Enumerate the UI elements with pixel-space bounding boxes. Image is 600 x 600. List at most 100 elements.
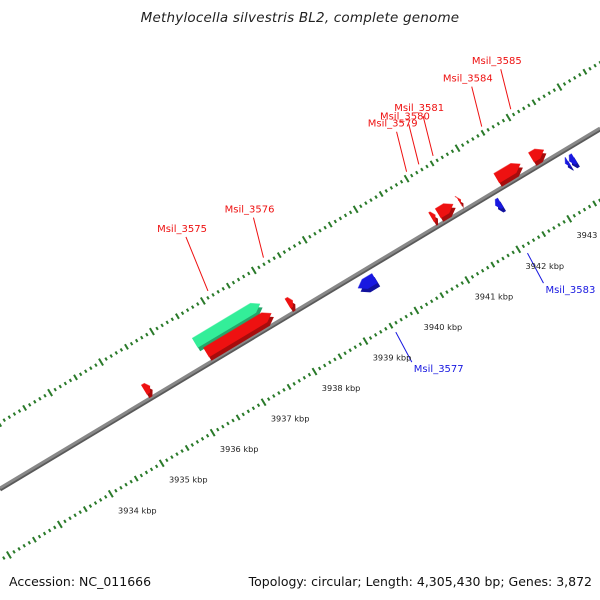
minor-tick [225, 282, 231, 289]
leader-line [500, 69, 512, 110]
minor-tick [180, 311, 185, 316]
minor-tick [63, 519, 67, 524]
gene-feature-edge [140, 382, 151, 387]
gene-label: Msil_3575 [157, 224, 207, 235]
minor-tick [241, 274, 246, 279]
minor-tick [364, 201, 368, 206]
minor-tick [593, 63, 597, 68]
gene-feature[interactable] [493, 162, 523, 187]
gene-feature[interactable] [454, 195, 465, 210]
gene-feature[interactable] [568, 153, 580, 169]
minor-tick [73, 374, 78, 381]
minor-tick [272, 394, 276, 398]
gene-feature[interactable] [357, 273, 381, 293]
gene-features[interactable] [140, 148, 580, 399]
minor-tick [129, 479, 133, 484]
minor-tick [541, 230, 547, 238]
gene-feature[interactable] [140, 382, 153, 399]
minor-tick [419, 305, 424, 310]
gene-feature-top [192, 303, 261, 348]
gene-feature[interactable] [284, 296, 296, 313]
minor-tick [251, 406, 256, 411]
minor-tick [38, 396, 42, 401]
major-tick [556, 83, 563, 91]
gene-feature[interactable] [434, 203, 456, 222]
minor-tick [424, 302, 429, 307]
major-tick [311, 367, 318, 376]
minor-tick [531, 238, 536, 243]
minor-tick [7, 415, 12, 419]
minor-tick [547, 229, 551, 233]
minor-tick [94, 363, 98, 368]
minor-tick [399, 317, 403, 322]
minor-tick [526, 241, 531, 246]
gene-feature-edge [493, 162, 521, 175]
minor-tick [358, 342, 363, 346]
minor-tick [409, 311, 413, 316]
minor-tick [206, 296, 210, 300]
minor-tick [180, 449, 184, 453]
gene-feature-edge [568, 153, 572, 162]
minor-tick [317, 366, 322, 371]
kbp-label: 3941 kbp [475, 291, 514, 301]
major-tick [403, 174, 410, 183]
minor-tick [445, 290, 449, 295]
major-tick [56, 520, 63, 529]
minor-tick [501, 256, 505, 261]
major-tick [149, 327, 155, 336]
minor-tick [516, 109, 521, 114]
minor-tick [53, 387, 57, 392]
minor-tick [470, 274, 475, 279]
minor-tick [557, 223, 561, 227]
minor-tick [327, 221, 333, 228]
minor-tick [460, 143, 465, 147]
minor-tick [12, 550, 16, 554]
minor-tick [12, 412, 17, 416]
kbp-labels: 3934 kbp 3935 kbp 3936 kbp 3937 kbp 3938 kbp… [118, 230, 600, 515]
gene-feature[interactable] [428, 211, 439, 226]
minor-tick [435, 296, 439, 301]
minor-tick [562, 82, 567, 86]
gene-label: Msil_3581 [394, 103, 444, 114]
minor-tick [231, 280, 236, 285]
minor-tick [82, 506, 88, 513]
gene-feature[interactable] [494, 197, 506, 213]
minor-tick [475, 271, 480, 276]
minor-tick [27, 540, 31, 545]
minor-tick [348, 210, 353, 215]
minor-tick [536, 235, 541, 240]
gene-label: Msil_3584 [443, 74, 493, 85]
minor-tick [262, 262, 266, 267]
minor-tick [68, 516, 72, 521]
minor-tick [480, 129, 486, 136]
minor-tick [42, 531, 47, 536]
minor-tick [313, 231, 317, 236]
gene-feature-edge [434, 203, 454, 210]
gene-feature[interactable] [528, 148, 547, 166]
minor-tick [145, 332, 149, 337]
leader-line [395, 331, 413, 363]
minor-tick [582, 68, 588, 75]
minor-tick [567, 79, 572, 83]
leader-line [471, 86, 483, 127]
gene-feature[interactable] [564, 156, 574, 171]
minor-tick [109, 354, 113, 358]
gene-label: Msil_3580 [380, 111, 430, 122]
gene-feature-top [495, 198, 504, 209]
minor-tick [587, 204, 592, 209]
minor-tick [267, 259, 271, 264]
minor-tick [78, 372, 83, 377]
minor-tick [256, 403, 261, 408]
kbp-label: 3936 kbp [220, 444, 259, 454]
minor-tick [455, 284, 459, 288]
gene-feature[interactable] [191, 302, 263, 352]
gene-feature[interactable] [203, 312, 274, 361]
gene-feature-edge [191, 302, 261, 339]
minor-tick [33, 399, 37, 404]
minor-tick [420, 167, 424, 172]
kbp-label: 3935 kbp [169, 475, 208, 485]
minor-tick [450, 149, 455, 154]
minor-tick [486, 127, 490, 132]
minor-tick [165, 458, 169, 463]
